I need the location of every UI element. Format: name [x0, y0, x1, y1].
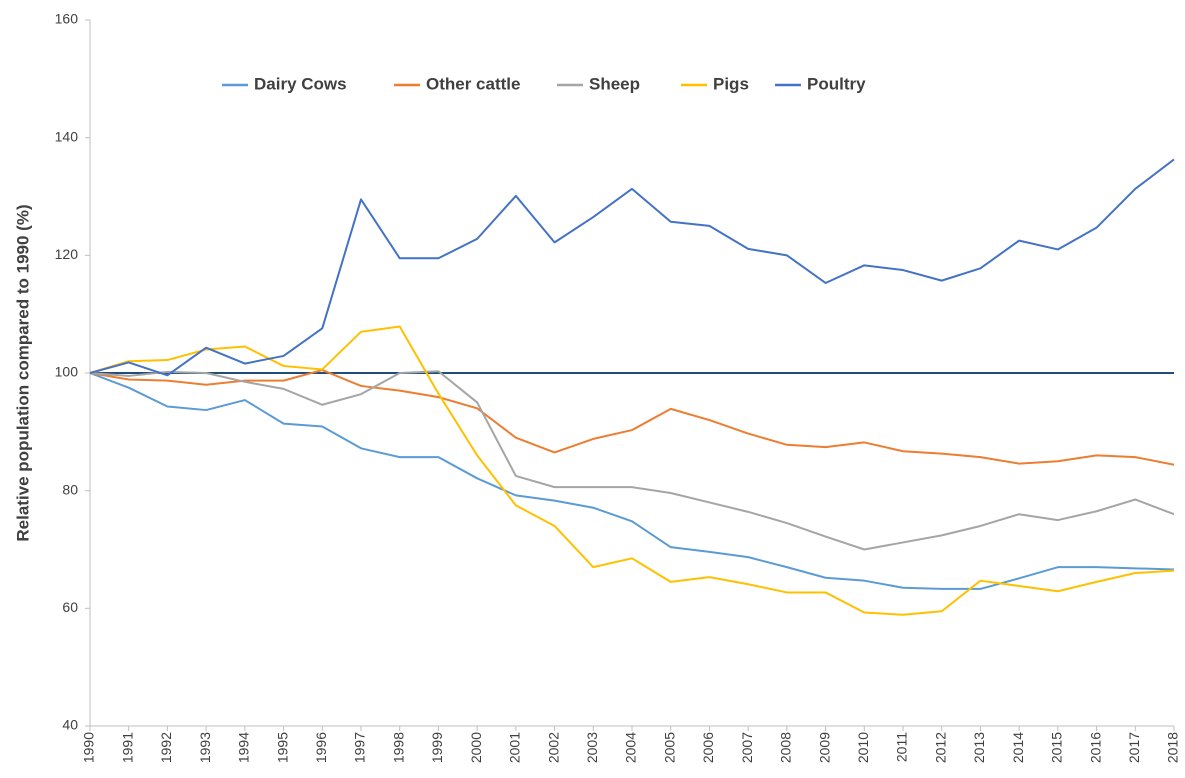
y-tick-label: 40: [62, 717, 78, 733]
x-tick-label: 2004: [623, 732, 639, 763]
x-tick-label: 1995: [274, 732, 290, 763]
legend-label: Sheep: [589, 74, 640, 93]
x-tick-label: 2011: [894, 732, 910, 762]
legend-label: Pigs: [713, 74, 749, 93]
x-tick-label: 2002: [545, 732, 561, 763]
x-tick-label: 2003: [584, 732, 600, 763]
x-tick-label: 2007: [739, 732, 755, 763]
x-tick-label: 2001: [507, 732, 523, 763]
x-tick-label: 2012: [932, 732, 948, 763]
x-tick-label: 1996: [313, 732, 329, 763]
y-axis-title: Relative population compared to 1990 (%): [13, 204, 32, 541]
y-tick-label: 100: [55, 364, 79, 380]
x-tick-label: 1997: [352, 732, 368, 763]
x-tick-label: 2014: [1010, 732, 1026, 763]
x-tick-label: 2018: [1165, 732, 1181, 763]
y-tick-label: 120: [55, 246, 79, 262]
x-tick-label: 2017: [1126, 732, 1142, 763]
x-tick-label: 1998: [390, 732, 406, 763]
x-tick-label: 2008: [778, 732, 794, 763]
x-tick-label: 1990: [81, 732, 97, 763]
x-tick-label: 2005: [661, 732, 677, 763]
x-tick-label: 2016: [1087, 732, 1103, 763]
series-line: [89, 372, 1175, 590]
series-line: [89, 370, 1175, 551]
legend-label: Other cattle: [426, 74, 520, 93]
y-tick-label: 160: [55, 11, 79, 27]
legend-label: Poultry: [807, 74, 866, 93]
y-tick-label: 60: [62, 599, 78, 615]
series-line: [89, 158, 1175, 377]
series-line: [89, 325, 1175, 616]
x-tick-label: 2006: [700, 732, 716, 763]
legend-label: Dairy Cows: [254, 74, 347, 93]
x-tick-label: 2015: [1049, 732, 1065, 763]
x-tick-label: 1991: [119, 732, 135, 763]
x-tick-label: 1999: [429, 732, 445, 763]
x-tick-label: 2013: [971, 732, 987, 763]
x-tick-label: 1994: [236, 732, 252, 763]
y-tick-label: 80: [62, 481, 78, 497]
x-tick-label: 2000: [468, 732, 484, 763]
x-tick-label: 2010: [855, 732, 871, 763]
x-tick-label: 2009: [816, 732, 832, 763]
series-line: [89, 369, 1175, 466]
x-tick-label: 1993: [197, 732, 213, 763]
y-tick-label: 140: [55, 128, 79, 144]
x-tick-label: 1992: [158, 732, 174, 763]
